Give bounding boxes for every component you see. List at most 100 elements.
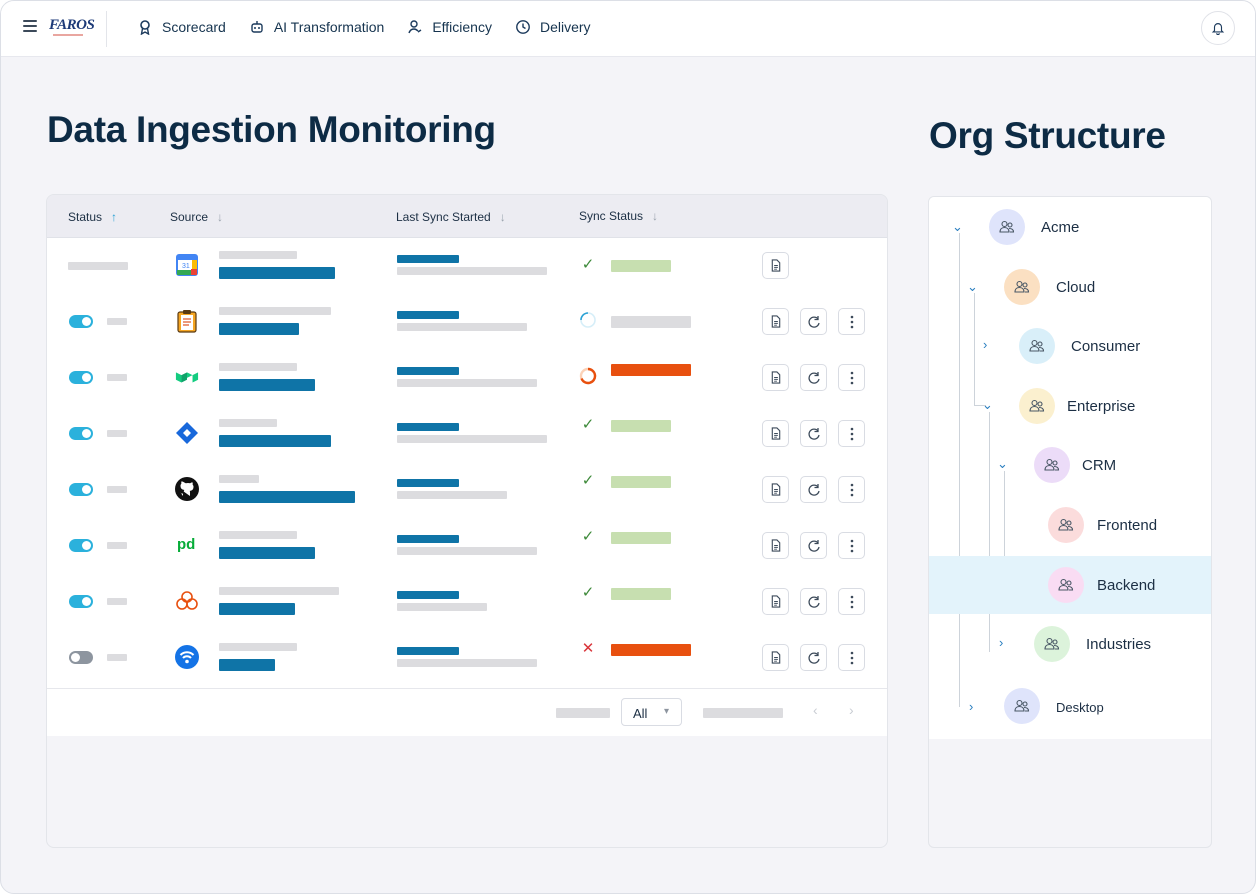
more-options-button[interactable]: [838, 644, 865, 671]
column-status[interactable]: Status ↑: [68, 210, 117, 224]
org-node-backend[interactable]: Backend: [929, 556, 1211, 614]
org-node-frontend[interactable]: Frontend: [929, 497, 1211, 555]
column-sync-status-label: Sync Status: [579, 209, 644, 223]
source-link-placeholder[interactable]: [219, 267, 335, 279]
column-last-sync-started[interactable]: Last Sync Started ↓: [396, 210, 506, 224]
column-sync-status[interactable]: Sync Status ↓: [579, 209, 658, 223]
view-logs-button[interactable]: [762, 252, 789, 279]
chevron-right-icon[interactable]: ›: [969, 699, 974, 714]
org-node-desktop[interactable]: › Desktop: [929, 679, 1211, 737]
page-title: Data Ingestion Monitoring: [47, 109, 496, 150]
sync-button[interactable]: [800, 532, 827, 559]
org-node-cloud[interactable]: ⌄ Cloud: [929, 257, 1211, 315]
source-link-placeholder[interactable]: [219, 491, 355, 503]
sync-button[interactable]: [800, 420, 827, 447]
sync-button[interactable]: [800, 644, 827, 671]
document-icon: [771, 595, 780, 608]
view-logs-button[interactable]: [762, 644, 789, 671]
view-logs-button[interactable]: [762, 532, 789, 559]
nav-delivery[interactable]: Delivery: [515, 19, 591, 35]
last-sync-placeholder: [397, 479, 459, 487]
source-link-placeholder[interactable]: [219, 379, 315, 391]
org-node-enterprise[interactable]: ⌄ Enterprise: [929, 377, 1211, 435]
source-link-placeholder[interactable]: [219, 323, 299, 335]
more-options-button[interactable]: [838, 476, 865, 503]
view-logs-button[interactable]: [762, 308, 789, 335]
more-options-button[interactable]: [838, 308, 865, 335]
notifications-button[interactable]: [1201, 11, 1235, 45]
table-row[interactable]: ✓: [47, 462, 887, 518]
sort-icon[interactable]: ↓: [499, 210, 506, 224]
status-placeholder: [107, 486, 127, 493]
enable-toggle[interactable]: [69, 539, 93, 552]
enable-toggle[interactable]: [69, 427, 93, 440]
chevron-right-icon[interactable]: ›: [999, 635, 1004, 650]
enable-toggle[interactable]: [69, 595, 93, 608]
sort-icon[interactable]: ↓: [217, 210, 224, 224]
table-row[interactable]: ✓: [47, 406, 887, 462]
source-link-placeholder[interactable]: [219, 547, 315, 559]
org-node-industries[interactable]: › Industries: [929, 616, 1211, 674]
next-page-icon[interactable]: ›: [849, 702, 854, 718]
more-options-button[interactable]: [838, 420, 865, 447]
source-name-placeholder: [219, 363, 297, 371]
enable-toggle[interactable]: [69, 483, 93, 496]
more-options-button[interactable]: [838, 588, 865, 615]
table-header: Status ↑ Source ↓ Last Sync Started ↓ Sy…: [47, 195, 887, 238]
sort-icon[interactable]: ↓: [652, 209, 659, 223]
table-row[interactable]: [47, 350, 887, 406]
last-sync-placeholder: [397, 535, 459, 543]
view-logs-button[interactable]: [762, 588, 789, 615]
last-sync-placeholder: [397, 659, 537, 667]
chevron-down-icon[interactable]: ⌄: [982, 397, 993, 412]
table-row[interactable]: [47, 294, 887, 350]
sort-ascending-icon[interactable]: ↑: [111, 210, 118, 224]
enable-toggle[interactable]: [69, 651, 93, 664]
view-logs-button[interactable]: [762, 476, 789, 503]
wifi-icon: [175, 645, 199, 669]
view-logs-button[interactable]: [762, 364, 789, 391]
chevron-down-icon[interactable]: ⌄: [997, 456, 1008, 471]
more-options-button[interactable]: [838, 364, 865, 391]
org-node-crm[interactable]: ⌄ CRM: [929, 437, 1211, 495]
source-link-placeholder[interactable]: [219, 435, 331, 447]
sync-button[interactable]: [800, 308, 827, 335]
chevron-down-icon[interactable]: ⌄: [952, 219, 963, 234]
more-options-button[interactable]: [838, 532, 865, 559]
enable-toggle[interactable]: [69, 315, 93, 328]
svg-text:pd: pd: [177, 536, 195, 553]
table-row[interactable]: ✓: [47, 574, 887, 630]
nav-ai-transformation[interactable]: AI Transformation: [249, 19, 384, 35]
nav-efficiency[interactable]: Efficiency: [407, 19, 492, 35]
org-node-consumer[interactable]: › Consumer: [929, 317, 1211, 375]
table-row[interactable]: ✕: [47, 630, 887, 686]
hamburger-menu-icon[interactable]: [23, 20, 37, 34]
sync-button[interactable]: [800, 364, 827, 391]
previous-page-icon[interactable]: ‹: [813, 702, 818, 718]
nav-scorecard[interactable]: Scorecard: [137, 19, 226, 35]
source-name-placeholder: [219, 307, 331, 315]
status-placeholder: [107, 598, 127, 605]
logo-underline: [53, 34, 83, 36]
sync-button[interactable]: [800, 476, 827, 503]
check-icon: ✓: [581, 256, 595, 273]
chevron-down-icon[interactable]: ⌄: [967, 279, 978, 294]
view-logs-button[interactable]: [762, 420, 789, 447]
rows-per-page-select[interactable]: All ▾: [621, 698, 682, 726]
column-status-label: Status: [68, 210, 103, 224]
org-node-acme[interactable]: ⌄ Acme: [929, 197, 1211, 255]
sync-button[interactable]: [800, 588, 827, 615]
table-row[interactable]: 31 ✓: [47, 238, 887, 294]
faros-logo[interactable]: FAROS: [49, 17, 95, 33]
column-source[interactable]: Source ↓: [170, 210, 223, 224]
chevron-right-icon[interactable]: ›: [983, 337, 988, 352]
source-link-placeholder[interactable]: [219, 603, 295, 615]
team-icon: [1048, 567, 1084, 603]
source-link-placeholder[interactable]: [219, 659, 275, 671]
cloud-icon: [175, 589, 199, 613]
enable-toggle[interactable]: [69, 371, 93, 384]
document-icon: [771, 539, 780, 552]
last-sync-placeholder: [397, 603, 487, 611]
kebab-icon: [850, 371, 853, 384]
table-row[interactable]: pd ✓: [47, 518, 887, 574]
